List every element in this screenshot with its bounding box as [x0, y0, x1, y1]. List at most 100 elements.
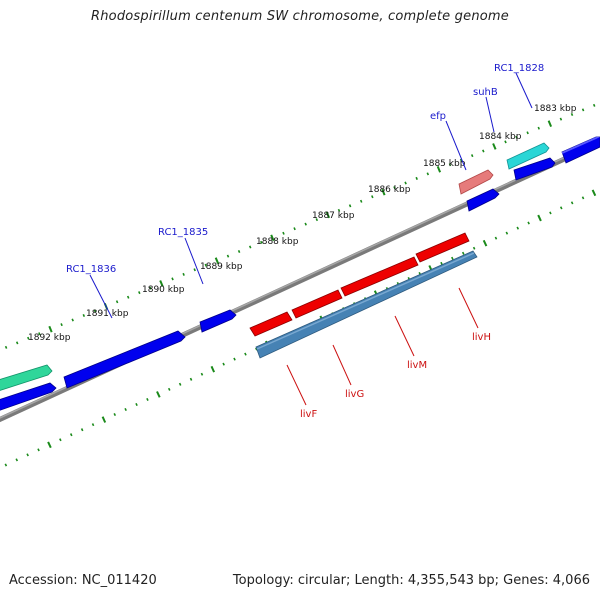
accession-text: Accession: NC_011420 [9, 573, 157, 588]
minor-tick [71, 318, 74, 322]
minor-tick [204, 263, 208, 267]
lower-gene-labels: livF livG livM livH [300, 332, 491, 420]
minor-tick [222, 362, 225, 366]
minor-tick [233, 357, 236, 361]
major-tick [270, 234, 275, 242]
minor-tick [4, 463, 8, 467]
tick-label: 1886 kbp [368, 185, 411, 195]
minor-tick [359, 199, 363, 203]
minor-tick [149, 286, 152, 290]
minor-tick [244, 352, 247, 356]
minor-tick [4, 345, 8, 349]
gene-efp-neighbor[interactable] [466, 188, 500, 212]
major-tick [48, 325, 53, 333]
minor-tick [451, 256, 454, 260]
major-tick [436, 166, 442, 173]
major-tick [591, 189, 597, 197]
tick-label: 1891 kbp [86, 309, 129, 319]
major-tick [210, 365, 216, 373]
tick-label: 1892 kbp [28, 333, 71, 343]
gene-label-RC1_1836[interactable]: RC1_1836 [66, 264, 116, 275]
minor-tick [237, 249, 241, 254]
tick-label: 1889 kbp [200, 262, 243, 272]
gene-suhB[interactable] [506, 142, 550, 170]
gene-RC1_1836[interactable] [63, 330, 186, 389]
minor-tick [248, 245, 252, 249]
major-tick [492, 143, 497, 150]
minor-tick [69, 433, 73, 437]
minor-tick [570, 112, 574, 117]
minor-tick [260, 240, 263, 244]
gene-efp[interactable] [458, 169, 494, 195]
minor-tick [426, 172, 430, 176]
minor-tick [80, 428, 84, 432]
minor-tick [178, 382, 182, 386]
minor-tick [60, 323, 63, 327]
minor-tick [516, 226, 520, 230]
minor-tick [559, 206, 563, 210]
gene-suhB-neighbor[interactable] [513, 157, 556, 181]
gene-livF[interactable] [249, 311, 293, 337]
minor-tick [124, 407, 127, 412]
minor-tick [537, 126, 540, 130]
gene-label-suhB[interactable]: suhB [473, 87, 498, 98]
minor-tick [526, 131, 529, 135]
genome-backbone [0, 139, 600, 423]
gene-label-efp[interactable]: efp [430, 111, 446, 122]
minor-tick [182, 272, 185, 276]
minor-tick [193, 268, 196, 272]
minor-tick [135, 402, 138, 407]
minor-tick [470, 154, 474, 158]
minor-tick [200, 372, 204, 376]
minor-tick [146, 397, 149, 401]
map-title: Rhodospirillum centenum SW chromosome, c… [91, 9, 509, 24]
minor-tick [592, 103, 596, 107]
gene-RC1_1828-shade [562, 137, 600, 154]
gene-label-livM[interactable]: livM [407, 360, 427, 371]
minor-tick [581, 196, 585, 200]
minor-tick [472, 246, 476, 250]
minor-tick [348, 204, 352, 208]
gene-left-teal[interactable] [0, 364, 53, 392]
minor-tick [189, 377, 193, 381]
gene-livG[interactable] [291, 289, 343, 319]
upper-label-leaders [89, 72, 533, 319]
gene-RC1_1828[interactable] [561, 136, 600, 164]
minor-tick [138, 291, 141, 295]
lower-label-leaders [286, 287, 479, 406]
minor-tick [404, 181, 407, 185]
gene-RC1_1835[interactable] [199, 309, 237, 333]
minor-tick [15, 458, 19, 462]
liv-operon [249, 232, 478, 359]
minor-tick [38, 332, 41, 336]
minor-tick [371, 195, 374, 199]
minor-tick [440, 261, 443, 265]
tick-label: 1885 kbp [423, 159, 466, 169]
minor-tick [459, 158, 463, 162]
scale-tick-labels: 1883 kbp 1884 kbp 1885 kbp 1886 kbp 1887… [28, 104, 577, 343]
minor-tick [171, 277, 174, 281]
gene-livH[interactable] [415, 232, 470, 263]
minor-tick [448, 163, 452, 167]
gene-label-livH[interactable]: livH [472, 332, 491, 343]
gene-livM[interactable] [340, 256, 419, 297]
gene-label-RC1_1835[interactable]: RC1_1835 [158, 227, 208, 238]
minor-tick [82, 313, 86, 318]
major-tick [381, 188, 386, 196]
major-tick [47, 441, 52, 449]
tick-label: 1887 kbp [312, 211, 355, 221]
gene-label-RC1_1828[interactable]: RC1_1828 [494, 63, 544, 74]
gene-label-livF[interactable]: livF [300, 409, 317, 420]
minor-tick [337, 208, 341, 212]
gene-left-blue[interactable] [0, 382, 57, 412]
minor-tick [113, 413, 117, 417]
minor-tick [527, 221, 530, 225]
major-tick [482, 239, 488, 247]
minor-tick [393, 186, 396, 190]
gene-label-livG[interactable]: livG [345, 389, 364, 400]
minor-tick [126, 295, 130, 299]
major-tick [101, 416, 107, 423]
operon-bar[interactable] [255, 250, 478, 359]
tick-label: 1883 kbp [534, 104, 577, 114]
